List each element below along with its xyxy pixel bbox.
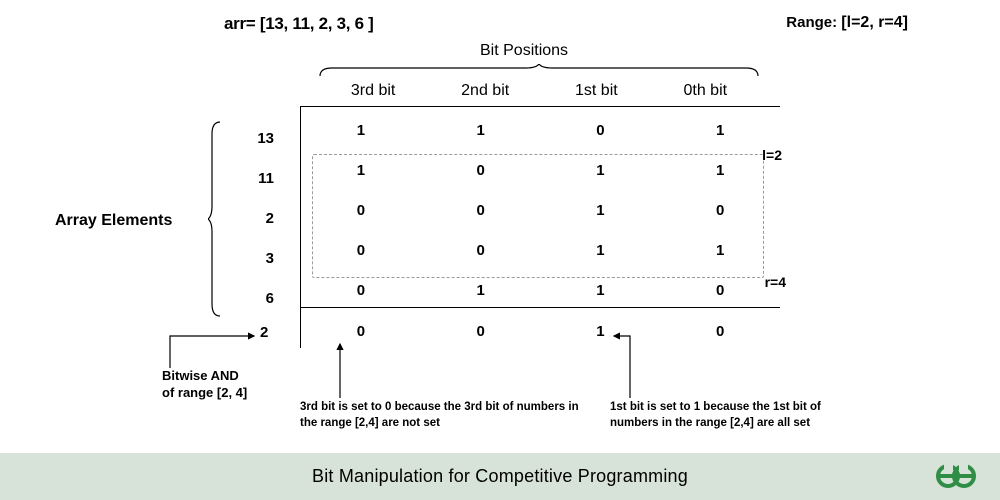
row-index-4: 6	[244, 278, 280, 318]
row-index-0: 13	[244, 118, 280, 158]
column-brace	[318, 64, 760, 78]
geeksforgeeks-logo-icon	[936, 458, 976, 494]
note-3rd-bit: 3rd bit is set to 0 because the 3rd bit …	[300, 400, 580, 431]
cell: 1	[421, 282, 541, 299]
col-header-2: 2nd bit	[461, 82, 509, 100]
range-label: Range: [l=2, r=4]	[786, 14, 908, 34]
note-1st-bit: 1st bit is set to 1 because the 1st bit …	[610, 400, 860, 431]
result-cell-3: 0	[301, 323, 421, 340]
col-header-3: 3rd bit	[351, 82, 395, 100]
array-elements-label: Array Elements	[55, 212, 172, 230]
row-brace	[208, 120, 222, 318]
grid-row-0: 1 1 0 1	[301, 107, 780, 147]
range-selection-box	[312, 154, 764, 278]
cell: 1	[421, 122, 541, 139]
arrow-and-caption	[150, 326, 260, 372]
footer-title: Bit Manipulation for Competitive Program…	[312, 466, 688, 487]
result-cell-2: 0	[421, 323, 541, 340]
bit-positions-label: Bit Positions	[480, 42, 568, 60]
result-index: 2	[260, 324, 268, 341]
column-headers: 3rd bit 2nd bit 1st bit 0th bit	[318, 82, 760, 100]
result-cell-0: 0	[660, 323, 780, 340]
cell: 0	[301, 282, 421, 299]
r-marker: r=4	[765, 274, 786, 290]
cell: 0	[660, 282, 780, 299]
col-header-1: 1st bit	[575, 82, 618, 100]
row-index-3: 3	[244, 238, 280, 278]
footer-bar: Bit Manipulation for Competitive Program…	[0, 453, 1000, 500]
array-definition: arr= [13, 11, 2, 3, 6 ]	[224, 14, 374, 34]
arrow-3rd-bit	[310, 340, 370, 402]
cell: 1	[541, 282, 661, 299]
arrow-1st-bit	[610, 326, 670, 402]
range-label-text: Range:	[786, 14, 837, 31]
l-marker: l=2	[762, 147, 782, 163]
cell: 1	[301, 122, 421, 139]
row-index-1: 11	[244, 158, 280, 198]
result-row: 0 0 1 0	[301, 308, 780, 348]
row-index-2: 2	[244, 198, 280, 238]
range-value: [l=2, r=4]	[841, 14, 908, 31]
cell: 1	[660, 122, 780, 139]
bitwise-and-caption: Bitwise AND of range [2, 4]	[162, 368, 247, 402]
and-caption-line-2: of range [2, 4]	[162, 385, 247, 402]
row-index-column: 13 11 2 3 6	[244, 118, 280, 318]
col-header-0: 0th bit	[683, 82, 727, 100]
cell: 0	[541, 122, 661, 139]
